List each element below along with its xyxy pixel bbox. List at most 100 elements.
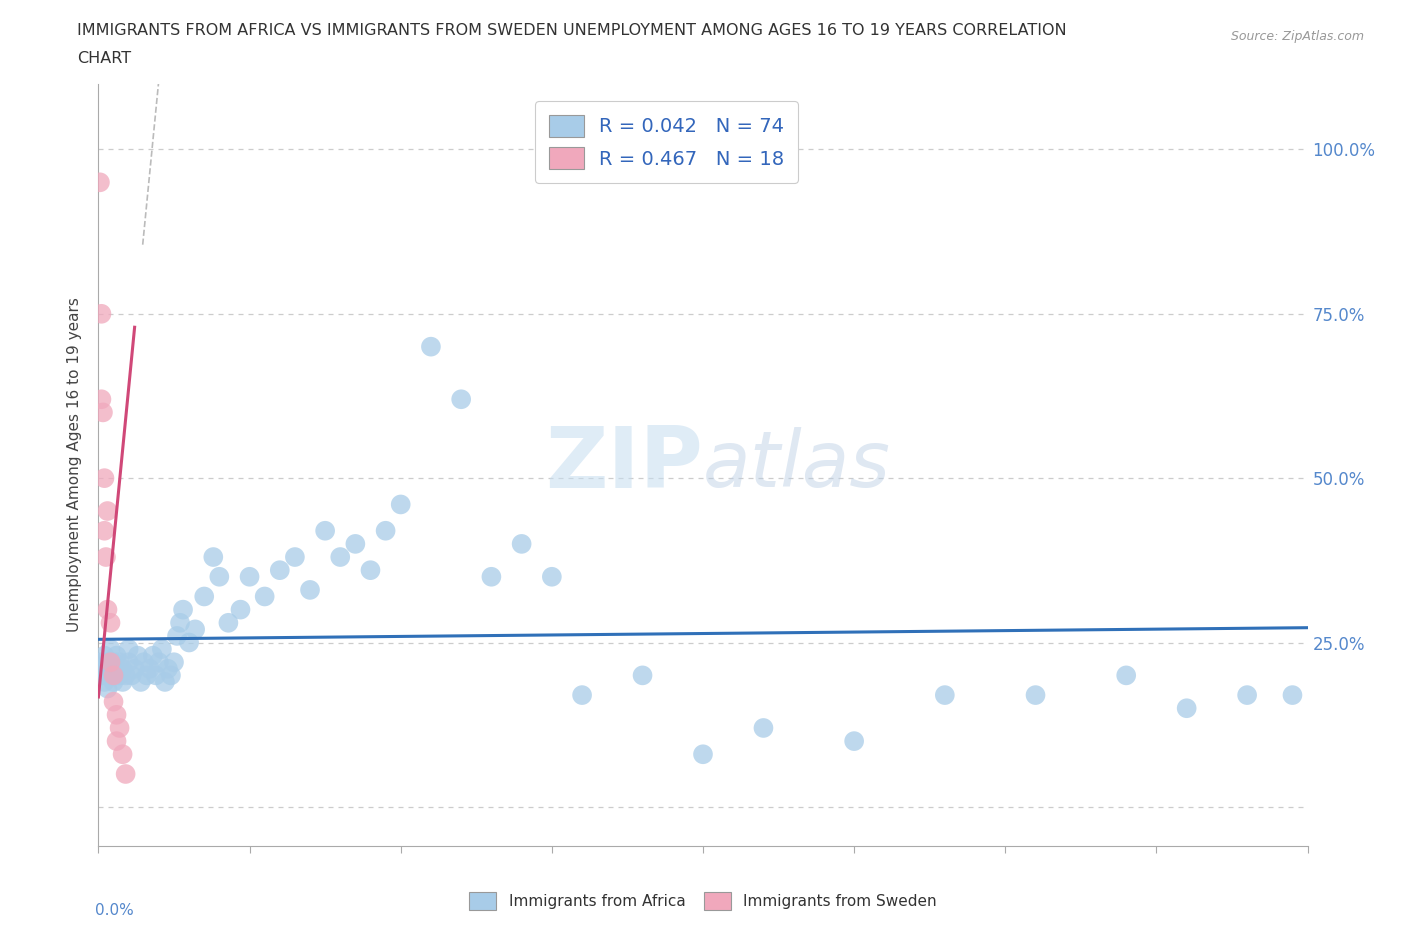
Point bbox=[100, 642, 122, 657]
Point bbox=[166, 629, 188, 644]
Point bbox=[96, 668, 118, 683]
Point bbox=[93, 648, 115, 663]
Point bbox=[91, 405, 114, 419]
Point bbox=[105, 708, 128, 723]
Point bbox=[114, 766, 136, 781]
Point bbox=[124, 661, 146, 676]
Point bbox=[153, 674, 176, 689]
Point bbox=[108, 655, 131, 670]
Point bbox=[114, 668, 136, 683]
Point bbox=[93, 674, 115, 689]
Text: IMMIGRANTS FROM AFRICA VS IMMIGRANTS FROM SWEDEN UNEMPLOYMENT AMONG AGES 16 TO 1: IMMIGRANTS FROM AFRICA VS IMMIGRANTS FRO… bbox=[77, 23, 1067, 38]
Point bbox=[163, 655, 186, 670]
Point bbox=[100, 661, 122, 676]
Point bbox=[100, 616, 122, 631]
Point bbox=[1281, 687, 1303, 702]
Point bbox=[374, 524, 396, 538]
Point bbox=[93, 661, 115, 676]
Point bbox=[127, 648, 149, 663]
Point bbox=[139, 661, 162, 676]
Point bbox=[329, 550, 352, 565]
Point bbox=[299, 582, 322, 597]
Point bbox=[118, 655, 141, 670]
Text: CHART: CHART bbox=[77, 51, 131, 66]
Point bbox=[284, 550, 307, 565]
Point bbox=[1115, 668, 1137, 683]
Point bbox=[184, 622, 207, 637]
Point bbox=[172, 603, 194, 618]
Point bbox=[145, 668, 167, 683]
Point bbox=[156, 661, 179, 676]
Point bbox=[111, 661, 134, 676]
Point bbox=[752, 721, 775, 736]
Point bbox=[217, 616, 239, 631]
Point bbox=[103, 668, 125, 683]
Point bbox=[94, 550, 117, 565]
Point bbox=[571, 687, 593, 702]
Text: atlas: atlas bbox=[703, 427, 891, 503]
Point bbox=[269, 563, 291, 578]
Point bbox=[420, 339, 443, 354]
Legend: Immigrants from Africa, Immigrants from Sweden: Immigrants from Africa, Immigrants from … bbox=[461, 884, 945, 918]
Y-axis label: Unemployment Among Ages 16 to 19 years: Unemployment Among Ages 16 to 19 years bbox=[67, 298, 83, 632]
Point bbox=[111, 674, 134, 689]
Point bbox=[93, 471, 115, 485]
Point bbox=[93, 524, 115, 538]
Point bbox=[389, 497, 412, 512]
Point bbox=[96, 655, 118, 670]
Point bbox=[314, 524, 336, 538]
Point bbox=[89, 175, 111, 190]
Point bbox=[132, 655, 155, 670]
Point bbox=[96, 603, 118, 618]
Point bbox=[105, 734, 128, 749]
Point bbox=[1175, 701, 1198, 716]
Point bbox=[148, 655, 170, 670]
Point bbox=[135, 668, 157, 683]
Point bbox=[90, 306, 112, 321]
Point bbox=[179, 635, 201, 650]
Point bbox=[108, 668, 131, 683]
Point bbox=[692, 747, 714, 762]
Point bbox=[103, 694, 125, 709]
Point bbox=[481, 569, 503, 584]
Point bbox=[229, 603, 252, 618]
Text: 0.0%: 0.0% bbox=[96, 904, 134, 919]
Point bbox=[108, 721, 131, 736]
Point bbox=[105, 661, 128, 676]
Point bbox=[208, 569, 231, 584]
Point bbox=[169, 616, 191, 631]
Point bbox=[103, 674, 125, 689]
Text: ZIP: ZIP bbox=[546, 423, 703, 507]
Point bbox=[540, 569, 562, 584]
Point bbox=[1024, 687, 1046, 702]
Point bbox=[202, 550, 225, 565]
Point bbox=[121, 668, 143, 683]
Point bbox=[96, 503, 118, 518]
Point bbox=[100, 655, 122, 670]
Point bbox=[90, 655, 112, 670]
Point bbox=[90, 668, 112, 683]
Point bbox=[450, 392, 472, 406]
Point bbox=[160, 668, 183, 683]
Point bbox=[253, 589, 276, 604]
Point bbox=[90, 392, 112, 406]
Point bbox=[934, 687, 956, 702]
Point bbox=[118, 642, 141, 657]
Point bbox=[631, 668, 654, 683]
Point bbox=[1236, 687, 1258, 702]
Point bbox=[844, 734, 866, 749]
Point bbox=[96, 681, 118, 696]
Point bbox=[510, 537, 533, 551]
Point bbox=[193, 589, 215, 604]
Point bbox=[103, 655, 125, 670]
Legend: R = 0.042   N = 74, R = 0.467   N = 18: R = 0.042 N = 74, R = 0.467 N = 18 bbox=[536, 101, 799, 183]
Point bbox=[142, 648, 165, 663]
Point bbox=[129, 674, 152, 689]
Point bbox=[344, 537, 367, 551]
Point bbox=[360, 563, 382, 578]
Point bbox=[111, 747, 134, 762]
Point bbox=[103, 668, 125, 683]
Point bbox=[150, 642, 173, 657]
Point bbox=[239, 569, 262, 584]
Point bbox=[105, 648, 128, 663]
